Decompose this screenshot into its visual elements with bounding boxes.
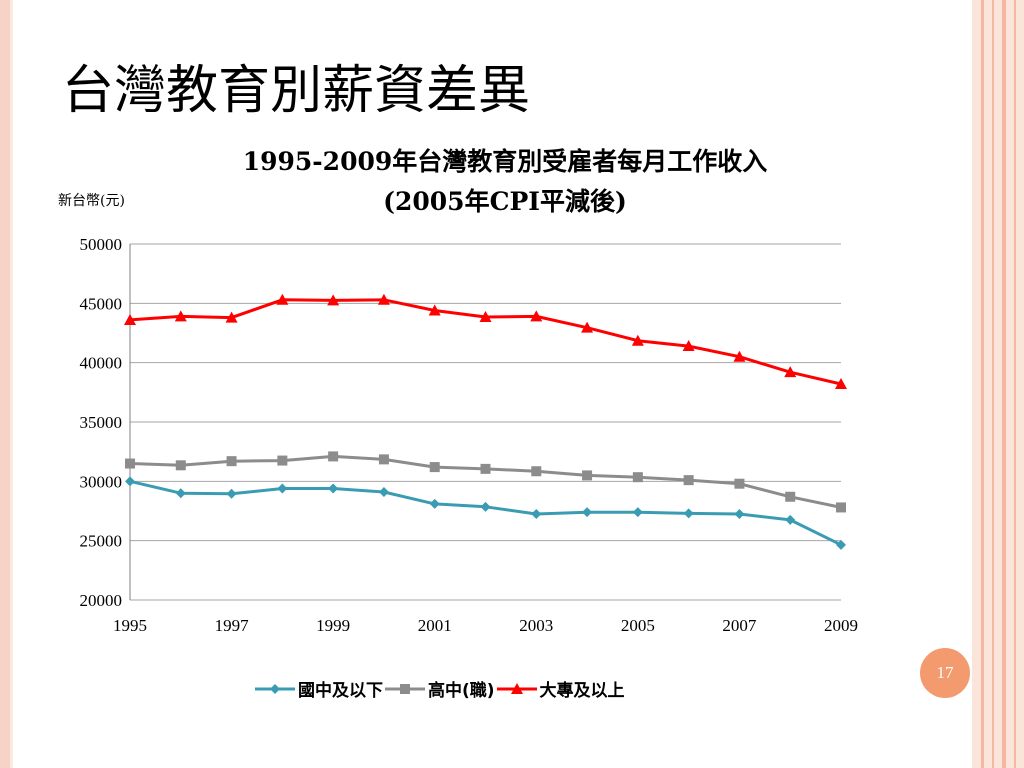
- data-point: [481, 464, 491, 474]
- legend-item-series-1: 國中及以下: [255, 676, 383, 701]
- data-point: [227, 456, 237, 466]
- legend-square-marker-icon: [385, 682, 425, 696]
- data-point: [531, 466, 541, 476]
- data-point: [531, 509, 541, 519]
- data-point: [582, 507, 592, 517]
- page-number-badge: 17: [920, 648, 970, 698]
- data-point: [836, 540, 846, 550]
- line-chart: 50000 45000 40000 35000 30000 25000 20000 1995 1…: [0, 0, 1024, 768]
- legend-item-series-3: 大專及以上: [497, 676, 625, 701]
- x-tick-label: 2003: [519, 616, 553, 635]
- data-point: [328, 483, 338, 493]
- x-tick-label: 1999: [316, 616, 350, 635]
- data-point: [277, 456, 287, 466]
- data-point: [684, 475, 694, 485]
- data-point: [785, 492, 795, 502]
- y-tick-label: 35000: [80, 413, 123, 432]
- data-point: [176, 460, 186, 470]
- legend-triangle-marker-icon: [497, 682, 537, 696]
- data-point: [227, 489, 237, 499]
- data-point: [785, 515, 795, 525]
- legend-label-series-3: 大專及以上: [540, 676, 625, 701]
- x-tick-label: 2001: [418, 616, 452, 635]
- legend-label-series-1: 國中及以下: [298, 676, 383, 701]
- data-point: [481, 502, 491, 512]
- legend-label-series-2: 高中(職): [428, 676, 495, 701]
- data-point: [430, 462, 440, 472]
- data-point: [125, 476, 135, 486]
- data-point: [277, 483, 287, 493]
- y-tick-label: 30000: [80, 472, 123, 491]
- y-tick-label: 45000: [80, 294, 123, 313]
- legend-diamond-marker-icon: [255, 682, 295, 696]
- data-point: [734, 509, 744, 519]
- data-point: [684, 508, 694, 518]
- data-point: [734, 479, 744, 489]
- y-tick-label: 25000: [80, 532, 123, 551]
- data-point: [633, 472, 643, 482]
- data-point: [379, 454, 389, 464]
- y-tick-label: 50000: [80, 235, 123, 254]
- data-point: [125, 459, 135, 469]
- y-tick-label: 40000: [80, 354, 123, 373]
- data-point: [430, 499, 440, 509]
- data-point: [582, 470, 592, 480]
- series-line-1: [130, 481, 841, 545]
- data-point: [328, 451, 338, 461]
- legend-item-series-2: 高中(職): [385, 676, 495, 701]
- data-point: [836, 502, 846, 512]
- x-tick-label: 1997: [215, 616, 250, 635]
- x-tick-label: 2007: [722, 616, 757, 635]
- data-point: [176, 488, 186, 498]
- x-tick-label: 2005: [621, 616, 655, 635]
- chart-legend: 國中及以下 高中(職) 大專及以上: [255, 676, 627, 701]
- x-tick-label: 2009: [824, 616, 858, 635]
- data-point: [633, 507, 643, 517]
- y-tick-label: 20000: [80, 591, 123, 610]
- x-tick-label: 1995: [113, 616, 147, 635]
- data-point: [379, 487, 389, 497]
